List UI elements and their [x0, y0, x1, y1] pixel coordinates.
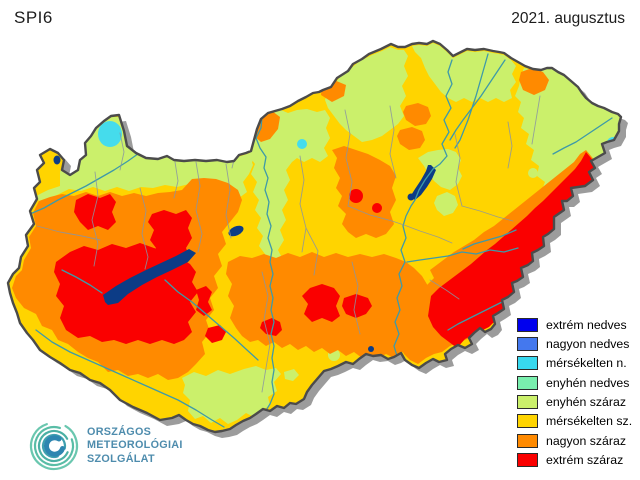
- county-line: [305, 227, 319, 276]
- legend-item: extrém nedves: [517, 317, 632, 332]
- lake-ferto: [53, 155, 61, 165]
- legend-label: extrém nedves: [546, 317, 627, 332]
- lake-small-southeast: [368, 346, 374, 352]
- legend-label: nagyon száraz: [546, 433, 626, 448]
- county-line: [347, 205, 405, 226]
- legend-swatch: [517, 356, 538, 371]
- red-region-west-balaton: [74, 194, 116, 230]
- county-line: [299, 155, 307, 253]
- orange-region-jaszsag: [332, 146, 396, 238]
- county-line: [139, 187, 149, 270]
- legend-item: mérsékelten n.: [517, 356, 632, 371]
- lake-velencei: [228, 225, 244, 237]
- lake-tisza-south: [407, 193, 415, 201]
- red-region-east-balaton: [148, 210, 192, 266]
- county-line: [429, 279, 460, 300]
- county-line: [225, 163, 232, 239]
- red-patch-center-south2: [342, 294, 372, 318]
- legend-label: enyhén nedves: [546, 375, 630, 390]
- red-dot: [349, 189, 363, 203]
- red-patch-center-south: [302, 284, 340, 322]
- river-danube: [255, 116, 275, 413]
- legend-item: extrém száraz: [517, 453, 632, 468]
- green-region-northeast: [515, 68, 620, 200]
- county-line: [91, 171, 99, 267]
- omsz-logo-text: ORSZÁGOS METEOROLÓGIAI SZOLGÁLAT: [87, 426, 183, 467]
- legend-label: extrém száraz: [546, 453, 624, 468]
- legend-label: nagyon nedves: [546, 336, 630, 351]
- county-line: [119, 132, 125, 171]
- river-koros: [406, 247, 519, 263]
- omsz-spiral-icon: [29, 421, 79, 471]
- river-koros-branch: [462, 229, 517, 250]
- county-line: [389, 105, 397, 179]
- cyan-patch-center: [297, 139, 307, 149]
- green-region-matra: [325, 47, 408, 142]
- green-region-east-small: [434, 192, 458, 216]
- county-line: [36, 225, 101, 241]
- river-bodrog: [449, 59, 506, 141]
- legend-swatch: [517, 433, 538, 448]
- logo-line-1: ORSZÁGOS: [87, 425, 152, 438]
- river-szamos: [552, 117, 613, 155]
- orange-patch: [594, 96, 602, 104]
- omsz-logo: ORSZÁGOS METEOROLÓGIAI SZOLGÁLAT: [28, 420, 183, 472]
- legend-swatch: [517, 336, 538, 351]
- county-line: [261, 271, 271, 393]
- orange-region-ne-corner: [519, 68, 549, 95]
- logo-line-2: METEOROLÓGIAI: [87, 439, 183, 452]
- river-zala: [61, 269, 103, 294]
- orange-patch-tisza-north: [403, 103, 431, 126]
- legend-label: enyhén száraz: [546, 395, 626, 410]
- green-region-zemplen: [412, 43, 516, 102]
- red-patch-small: [205, 325, 226, 343]
- orange-patch-tisza-north2: [397, 127, 425, 150]
- green-region-south-small: [284, 369, 299, 381]
- county-line: [531, 95, 541, 145]
- legend-item: enyhén nedves: [517, 375, 632, 390]
- green-island: [528, 168, 538, 178]
- green-region-baranya: [182, 366, 281, 424]
- legend-item: nagyon száraz: [517, 433, 632, 448]
- county-borders: [36, 95, 541, 393]
- county-line: [403, 224, 453, 244]
- green-region-danube-valley: [248, 109, 330, 270]
- county-line: [344, 109, 353, 207]
- river-hernad: [454, 53, 489, 149]
- river-drava: [35, 329, 225, 428]
- legend-label: mérsékelten n.: [546, 356, 627, 371]
- red-dot: [250, 126, 256, 132]
- green-region-east: [418, 149, 462, 190]
- red-dot: [372, 203, 382, 213]
- page-title: SPI6: [14, 8, 53, 27]
- county-line: [195, 161, 203, 253]
- red-patch-small: [260, 318, 282, 336]
- date-label: 2021. augusztus: [511, 10, 625, 27]
- legend-swatch: [517, 453, 538, 468]
- legend-label: mérsékelten sz.: [546, 414, 633, 429]
- legend-swatch: [517, 317, 538, 332]
- legend-item: enyhén száraz: [517, 395, 632, 410]
- river-sio: [164, 279, 259, 361]
- legend-item: nagyon nedves: [517, 336, 632, 351]
- cyan-patch-szigetkoz: [98, 121, 122, 147]
- legend-swatch: [517, 375, 538, 390]
- logo-line-3: SZOLGÁLAT: [87, 452, 155, 465]
- county-line: [454, 133, 463, 207]
- river-tisza: [392, 59, 453, 364]
- county-line: [461, 205, 514, 222]
- county-line: [173, 161, 179, 199]
- county-line: [507, 121, 513, 169]
- legend-swatch: [517, 395, 538, 410]
- legend-swatch: [517, 414, 538, 429]
- map-legend: extrém nedves nagyon nedves mérsékelten …: [517, 317, 632, 472]
- rivers: [29, 53, 613, 428]
- lake-balaton: [103, 249, 196, 305]
- legend-item: mérsékelten sz.: [517, 414, 632, 429]
- county-line: [351, 261, 361, 335]
